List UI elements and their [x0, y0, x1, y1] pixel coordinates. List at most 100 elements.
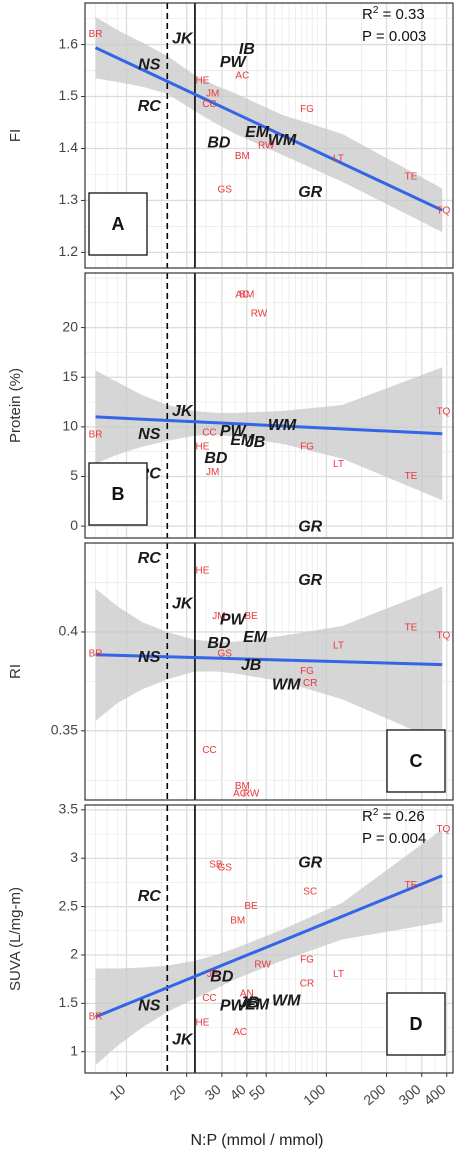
site-label-rw: RW [243, 789, 260, 800]
site-label-ns: NS [138, 997, 161, 1014]
y-tick-label: 1.2 [59, 243, 79, 259]
site-label-pw: PW [220, 423, 248, 440]
x-tick-label: 20 [166, 1081, 188, 1103]
panel-letter: D [410, 1014, 423, 1034]
y-tick-label: 0 [70, 517, 78, 533]
panel-border [84, 272, 454, 539]
site-label-wm: WM [268, 132, 297, 149]
site-label-ib: IB [239, 41, 255, 58]
site-label-em: EM [230, 432, 255, 449]
confidence-band [95, 586, 443, 743]
site-label-rw: RW [254, 959, 271, 970]
y-tick-label: 10 [62, 418, 78, 434]
site-label-ac: AC [233, 1027, 247, 1038]
panel-border [84, 2, 454, 269]
y-tick-label: 15 [62, 368, 78, 384]
panel-letter-box [88, 192, 148, 256]
site-label-lt: LT [333, 969, 344, 980]
site-label-te: TE [405, 623, 418, 634]
site-label-ac: AC [235, 70, 249, 81]
fit-line [94, 874, 443, 1019]
site-label-bd: BD [207, 635, 231, 652]
site-label-fg: FG [300, 954, 314, 965]
p-value-label: P = 0.004 [362, 830, 426, 847]
site-label-jm: JM [206, 467, 219, 478]
site-label-lt: LT [333, 459, 344, 470]
panel-letter: C [410, 751, 423, 771]
site-label-ac: AC [233, 789, 247, 800]
y-tick-label: 0.35 [51, 722, 78, 738]
site-label-gr: GR [298, 184, 322, 201]
site-label-ac: AC [235, 289, 249, 300]
y-tick-label: 0.4 [59, 623, 79, 639]
y-tick-label: 2.5 [59, 897, 79, 913]
y-tick-label: 1.6 [59, 35, 79, 51]
site-label-br: BR [89, 29, 103, 40]
x-tick-label: 100 [300, 1081, 328, 1108]
site-label-jm: JM [206, 89, 219, 100]
site-label-rc: RC [138, 98, 162, 115]
fit-line [95, 415, 443, 436]
y-tick-label: 3.5 [59, 801, 79, 817]
site-label-rc: RC [138, 888, 162, 905]
site-label-he: HE [196, 441, 210, 452]
y-tick-label: 1.3 [59, 191, 79, 207]
x-tick-label: 50 [246, 1081, 268, 1103]
x-tick-label: 10 [106, 1081, 128, 1103]
fit-line [95, 653, 443, 667]
site-label-em: EM [245, 996, 270, 1013]
site-label-jk: JK [172, 596, 194, 613]
y-axis-title: Protein (%) [7, 368, 24, 443]
x-axis-title: N:P (mmol / mmol) [190, 1132, 323, 1149]
y-axis-title: RI [7, 664, 24, 679]
site-label-jb: JB [245, 434, 265, 451]
site-label-be: BE [244, 611, 258, 622]
site-label-cc: CC [202, 993, 216, 1004]
y-tick-label: 1.5 [59, 87, 79, 103]
site-label-te: TE [405, 471, 418, 482]
site-label-bm: BM [235, 781, 250, 792]
site-label-rw: RW [258, 141, 275, 152]
site-label-jk: JK [172, 31, 194, 48]
x-tick-label: 400 [420, 1081, 448, 1108]
site-label-bd: BD [204, 450, 228, 467]
site-label-bd: BD [210, 968, 234, 985]
site-label-jk: JK [172, 403, 194, 420]
site-label-rw: RW [251, 308, 268, 319]
site-label-te: TE [405, 172, 418, 183]
site-label-jk: JK [172, 1031, 194, 1048]
y-tick-label: 3 [70, 849, 78, 865]
site-label-cc: CC [202, 99, 216, 110]
site-label-ns: NS [138, 649, 161, 666]
site-label-jb: JB [241, 657, 261, 674]
y-axis-title: FI [7, 129, 24, 142]
site-label-gs: GS [217, 185, 232, 196]
panel-letter-box [386, 992, 446, 1056]
site-label-pw: PW [220, 997, 248, 1014]
site-label-fg: FG [300, 666, 314, 677]
site-label-lt: LT [333, 640, 344, 651]
site-label-gs: GS [217, 648, 232, 659]
site-label-ns: NS [138, 57, 161, 74]
site-label-fg: FG [300, 104, 314, 115]
site-label-te: TE [405, 880, 418, 891]
site-label-be: BE [244, 901, 258, 912]
site-label-br: BR [89, 648, 103, 659]
site-label-bd: BD [207, 135, 231, 152]
x-tick-label: 300 [395, 1081, 423, 1108]
y-tick-label: 20 [62, 318, 78, 334]
p-value-label: P = 0.003 [362, 28, 426, 45]
site-label-he: HE [196, 565, 210, 576]
site-label-tq: TQ [436, 631, 450, 642]
site-label-em: EM [245, 124, 270, 141]
site-label-fg: FG [300, 441, 314, 452]
panel-border [84, 542, 454, 801]
x-tick-label: 30 [202, 1081, 224, 1103]
site-label-tq: TQ [436, 407, 450, 418]
site-label-bm: BM [235, 151, 250, 162]
site-label-cc: CC [202, 745, 216, 756]
